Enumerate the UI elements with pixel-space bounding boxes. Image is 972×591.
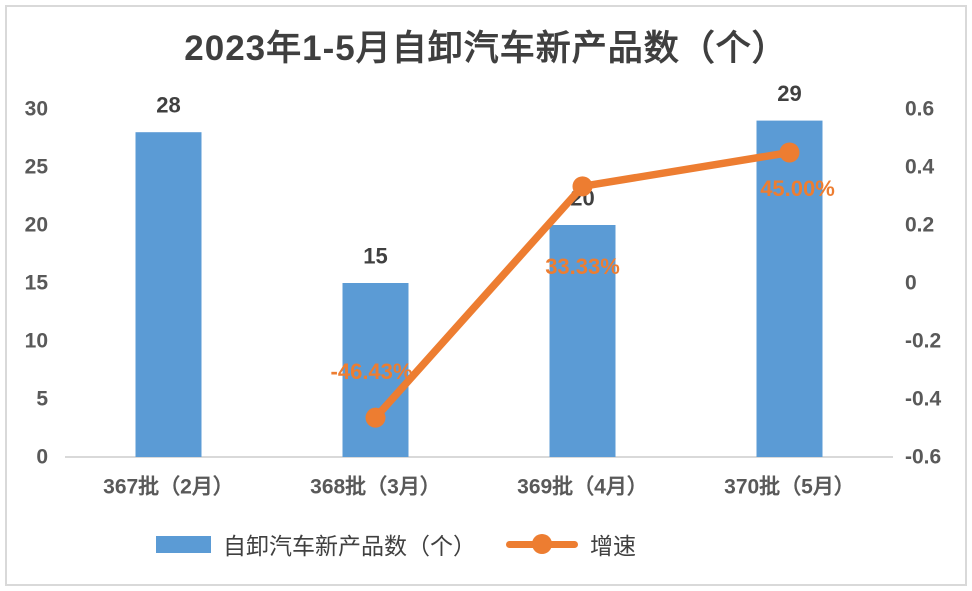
left-axis-tick-label: 0 [36,446,48,469]
bar [342,283,409,457]
bar-series-legend-label: 自卸汽车新产品数（个） [223,533,476,559]
growth-value-label: 33.33% [545,254,620,279]
line-series-swatch [506,533,578,555]
legend-item-line-series: 增速 [506,527,636,561]
line-series-legend-label: 增速 [590,533,636,559]
right-axis-tick-label: -0.4 [905,388,942,411]
category-label: 369批（4月） [517,475,648,499]
category-label: 368批（3月） [310,475,441,499]
left-axis-tick-label: 15 [25,272,49,295]
growth-value-label: 45.00% [760,176,835,201]
left-axis-tick-label: 20 [25,214,48,237]
bar [135,132,202,457]
line-swatch-marker-icon [532,534,552,554]
left-axis-tick-label: 5 [36,388,48,411]
chart-title: 2023年1-5月自卸汽车新产品数（个） [184,29,788,68]
left-axis-tick-label: 30 [25,98,48,121]
growth-point-marker-icon [779,142,800,163]
bar-series-swatch [156,535,211,553]
left-axis-tick-label: 25 [25,156,49,179]
growth-value-label: -46.43% [331,359,413,384]
bar-value-label: 15 [363,244,387,269]
bar [756,120,823,457]
legend-item-bar-series: 自卸汽车新产品数（个） [156,527,476,561]
bar-value-label: 29 [777,81,801,106]
category-label: 367批（2月） [103,475,234,499]
category-label: 370批（5月） [724,475,855,499]
right-axis-tick-label: 0.4 [905,156,935,179]
legend: 自卸汽车新产品数（个） 增速 [0,527,882,561]
right-axis-tick-label: 0.2 [905,214,934,237]
right-axis-tick-label: -0.6 [905,446,941,469]
left-axis-tick-label: 10 [25,330,48,353]
bar-value-label: 28 [156,93,180,118]
right-axis-tick-label: 0 [905,272,917,295]
bar [549,225,616,457]
growth-point-marker-icon [572,176,593,197]
growth-point-marker-icon [365,407,386,428]
right-axis-tick-label: 0.6 [905,98,934,121]
right-axis-tick-label: -0.2 [905,330,941,353]
